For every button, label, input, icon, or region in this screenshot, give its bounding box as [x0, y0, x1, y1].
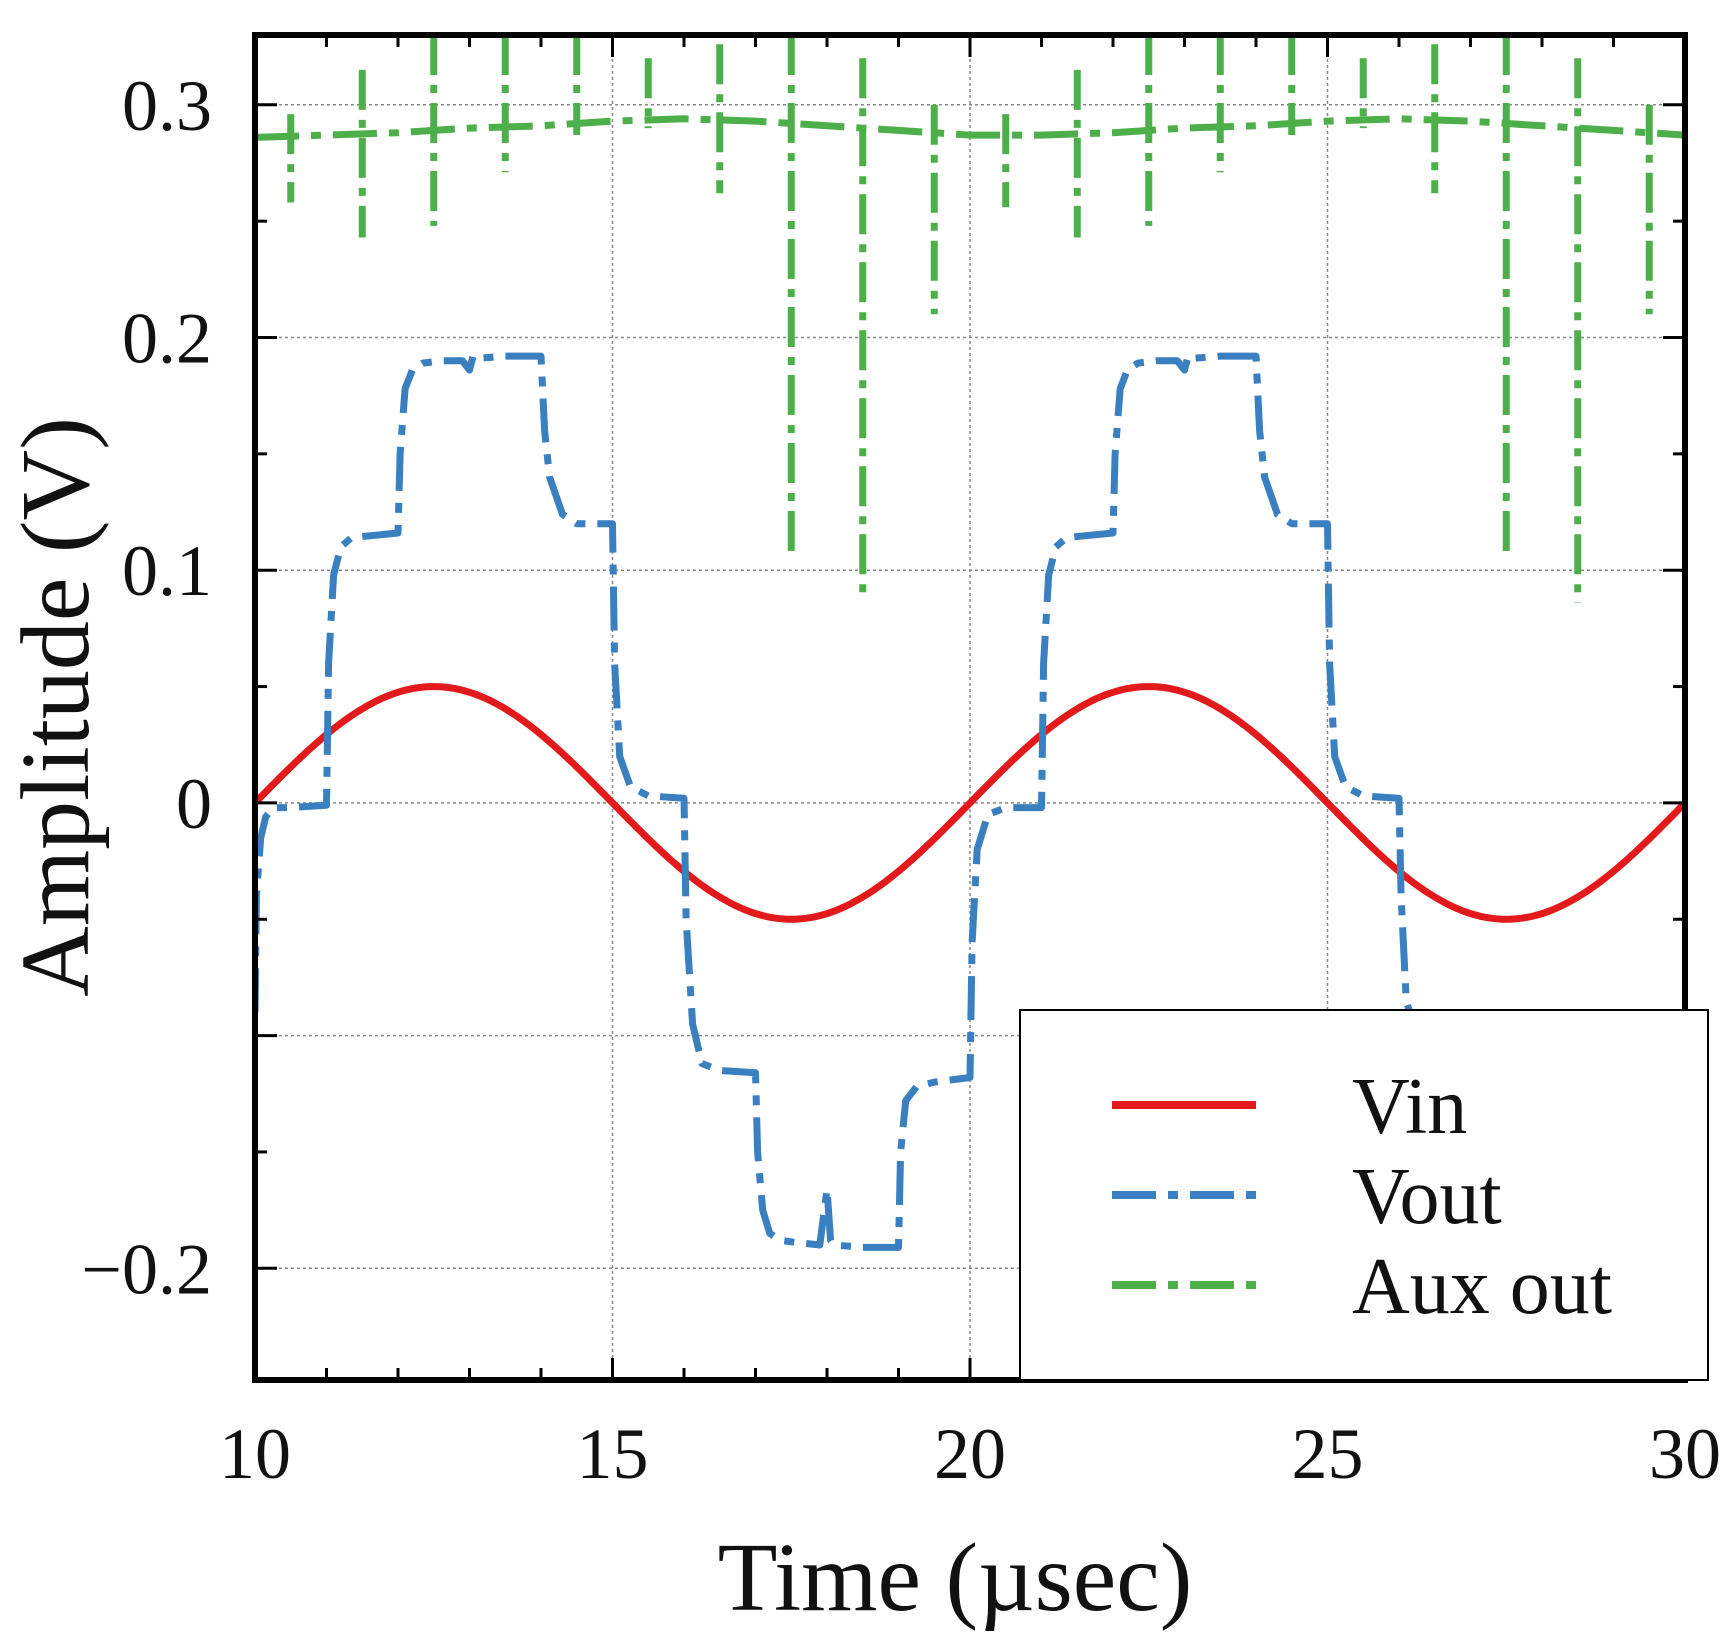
x-tick-label: 25 [1292, 1414, 1364, 1494]
legend-label-aux-out: Aux out [1352, 1243, 1612, 1331]
x-tick-label: 30 [1649, 1414, 1721, 1494]
x-tick-label: 15 [577, 1414, 649, 1494]
series-layer [255, 35, 1685, 1251]
y-tick-label: 0.1 [122, 531, 212, 611]
tick-marks [253, 35, 1687, 1380]
x-tick-label: 20 [934, 1414, 1006, 1494]
x-axis-label: Time (µsec) [718, 1524, 1193, 1632]
legend-label-vin: Vin [1352, 1063, 1467, 1151]
x-tick-label: 10 [219, 1414, 291, 1494]
y-tick-label: −0.2 [81, 1229, 212, 1309]
tick-labels: 10 15 20 25 30 −0.2 0 0.1 0.2 0.3 [81, 66, 1721, 1494]
series-line-vin [255, 683, 1685, 923]
y-axis-label: Amplitude (V) [2, 417, 110, 997]
y-tick-label: 0.3 [122, 66, 212, 146]
series-line-aux-out [255, 115, 1685, 141]
legend-label-vout: Vout [1352, 1153, 1502, 1241]
y-tick-label: 0 [176, 764, 212, 844]
series-line-vout [255, 352, 1414, 1251]
y-tick-label: 0.2 [122, 299, 212, 379]
